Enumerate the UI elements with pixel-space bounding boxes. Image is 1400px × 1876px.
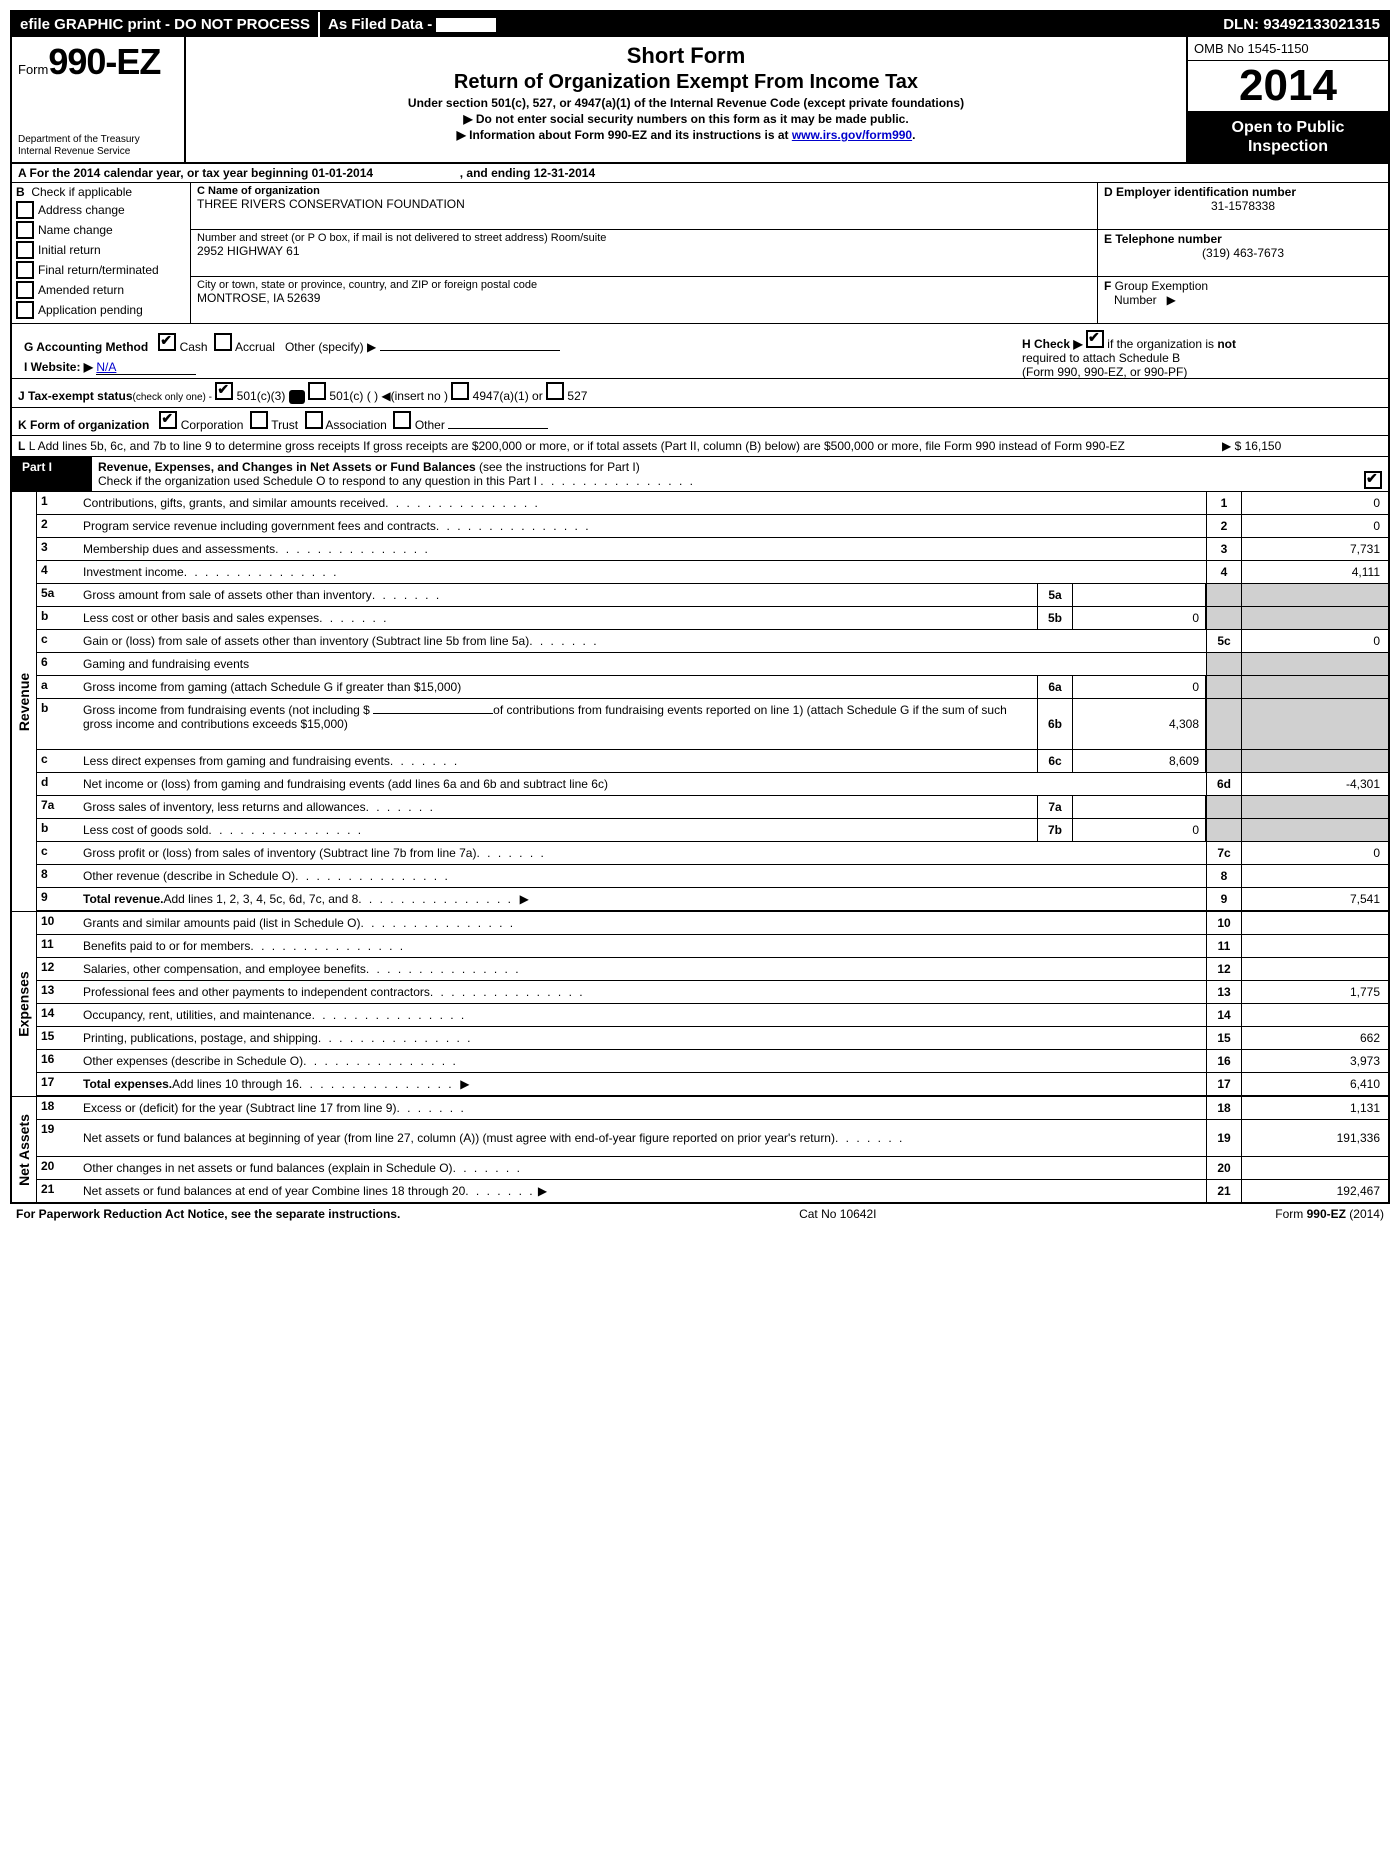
irs-link[interactable]: www.irs.gov/form990	[792, 128, 912, 142]
city-label: City or town, state or province, country…	[197, 279, 1091, 291]
phone-value: (319) 463-7673	[1104, 246, 1382, 260]
checkbox-501c[interactable]	[308, 382, 326, 400]
checkbox-4947[interactable]	[451, 382, 469, 400]
checkbox-address-change[interactable]	[16, 201, 34, 219]
website-link[interactable]: N/A	[96, 360, 196, 375]
netassets-label: Net Assets	[12, 1097, 37, 1202]
line-k: K Form of organization Corporation Trust…	[12, 407, 1388, 435]
checkbox-corporation[interactable]	[159, 411, 177, 429]
subtitle: Under section 501(c), 527, or 4947(a)(1)…	[206, 96, 1166, 110]
expenses-label: Expenses	[12, 912, 37, 1096]
org-name-value: THREE RIVERS CONSERVATION FOUNDATION	[197, 197, 1091, 211]
column-def: D Employer identification number 31-1578…	[1097, 183, 1388, 323]
header-right: OMB No 1545-1150 2014 Open to Public Ins…	[1186, 37, 1388, 162]
revenue-section: Revenue 1Contributions, gifts, grants, a…	[12, 492, 1388, 911]
part-1-label: Part I	[12, 457, 92, 491]
street-label: Number and street (or P O box, if mail i…	[197, 232, 1091, 244]
part-1-title: Revenue, Expenses, and Changes in Net As…	[98, 460, 476, 474]
efile-label: efile GRAPHIC print - DO NOT PROCESS	[12, 12, 320, 37]
checkbox-527[interactable]	[546, 382, 564, 400]
revenue-label: Revenue	[12, 492, 37, 911]
tax-year: 2014	[1188, 61, 1388, 112]
top-bar: efile GRAPHIC print - DO NOT PROCESS As …	[12, 12, 1388, 37]
arrow-line-2: ▶ Information about Form 990-EZ and its …	[206, 128, 1166, 142]
checkbox-trust[interactable]	[250, 411, 268, 429]
dln-label: DLN: 93492133021315	[1215, 12, 1388, 37]
header-left: Form990-EZ Department of the Treasury In…	[12, 37, 186, 162]
section-h: H Check ▶ if the organization is not req…	[1022, 330, 1382, 379]
column-b: B Check if applicable Address change Nam…	[12, 183, 191, 323]
expenses-section: Expenses 10Grants and similar amounts pa…	[12, 911, 1388, 1096]
netassets-section: Net Assets 18Excess or (deficit) for the…	[12, 1096, 1388, 1202]
ein-label: D Employer identification number	[1104, 185, 1382, 199]
department-label: Department of the Treasury Internal Reve…	[18, 134, 178, 158]
as-filed-label: As Filed Data -	[320, 12, 1215, 37]
inspection-label: Open to Public Inspection	[1188, 112, 1388, 162]
cat-number: Cat No 10642I	[799, 1207, 876, 1221]
group-exemption-label: F Group Exemption Number ▶	[1104, 279, 1382, 307]
form-header: Form990-EZ Department of the Treasury In…	[12, 37, 1388, 164]
checkbox-final-return[interactable]	[16, 261, 34, 279]
short-form-label: Short Form	[206, 43, 1166, 69]
omb-number: OMB No 1545-1150	[1188, 37, 1388, 61]
line-l: L L Add lines 5b, 6c, and 7b to line 9 t…	[12, 435, 1388, 456]
return-title: Return of Organization Exempt From Incom…	[206, 71, 1166, 94]
section-bcdef: B Check if applicable Address change Nam…	[12, 183, 1388, 324]
checkbox-association[interactable]	[305, 411, 323, 429]
form-container: efile GRAPHIC print - DO NOT PROCESS As …	[10, 10, 1390, 1204]
line-j: J Tax-exempt status(check only one) - 50…	[12, 378, 1388, 407]
page-footer: For Paperwork Reduction Act Notice, see …	[10, 1204, 1390, 1224]
part-1-header: Part I Revenue, Expenses, and Changes in…	[12, 457, 1388, 492]
org-name-label: C Name of organization	[197, 185, 1091, 197]
checkbox-501c3[interactable]	[215, 382, 233, 400]
checkbox-h[interactable]	[1086, 330, 1104, 348]
checkbox-name-change[interactable]	[16, 221, 34, 239]
ein-value: 31-1578338	[1104, 199, 1382, 213]
checkbox-other[interactable]	[393, 411, 411, 429]
info-icon[interactable]	[289, 390, 305, 404]
part-1-check: Check if the organization used Schedule …	[98, 474, 537, 488]
paperwork-notice: For Paperwork Reduction Act Notice, see …	[16, 1207, 400, 1221]
column-c: C Name of organization THREE RIVERS CONS…	[191, 183, 1097, 323]
arrow-line-1: ▶ Do not enter social security numbers o…	[206, 112, 1166, 126]
city-value: MONTROSE, IA 52639	[197, 291, 1091, 305]
checkbox-amended-return[interactable]	[16, 281, 34, 299]
checkbox-application-pending[interactable]	[16, 301, 34, 319]
form-ref: Form 990-EZ (2014)	[1275, 1207, 1384, 1221]
form-prefix: Form	[18, 62, 48, 77]
phone-label: E Telephone number	[1104, 232, 1382, 246]
checkbox-cash[interactable]	[158, 333, 176, 351]
part-1-paren: (see the instructions for Part I)	[479, 460, 640, 474]
section-ghijkl: H Check ▶ if the organization is not req…	[12, 324, 1388, 457]
checkbox-schedule-o[interactable]	[1364, 471, 1382, 489]
header-center: Short Form Return of Organization Exempt…	[186, 37, 1186, 162]
form-number: 990-EZ	[48, 41, 160, 82]
gross-receipts: ▶ $ 16,150	[1222, 439, 1382, 453]
checkbox-initial-return[interactable]	[16, 241, 34, 259]
street-value: 2952 HIGHWAY 61	[197, 244, 1091, 258]
as-filed-input[interactable]	[436, 18, 496, 32]
section-a: A For the 2014 calendar year, or tax yea…	[12, 164, 1388, 183]
checkbox-accrual[interactable]	[214, 333, 232, 351]
